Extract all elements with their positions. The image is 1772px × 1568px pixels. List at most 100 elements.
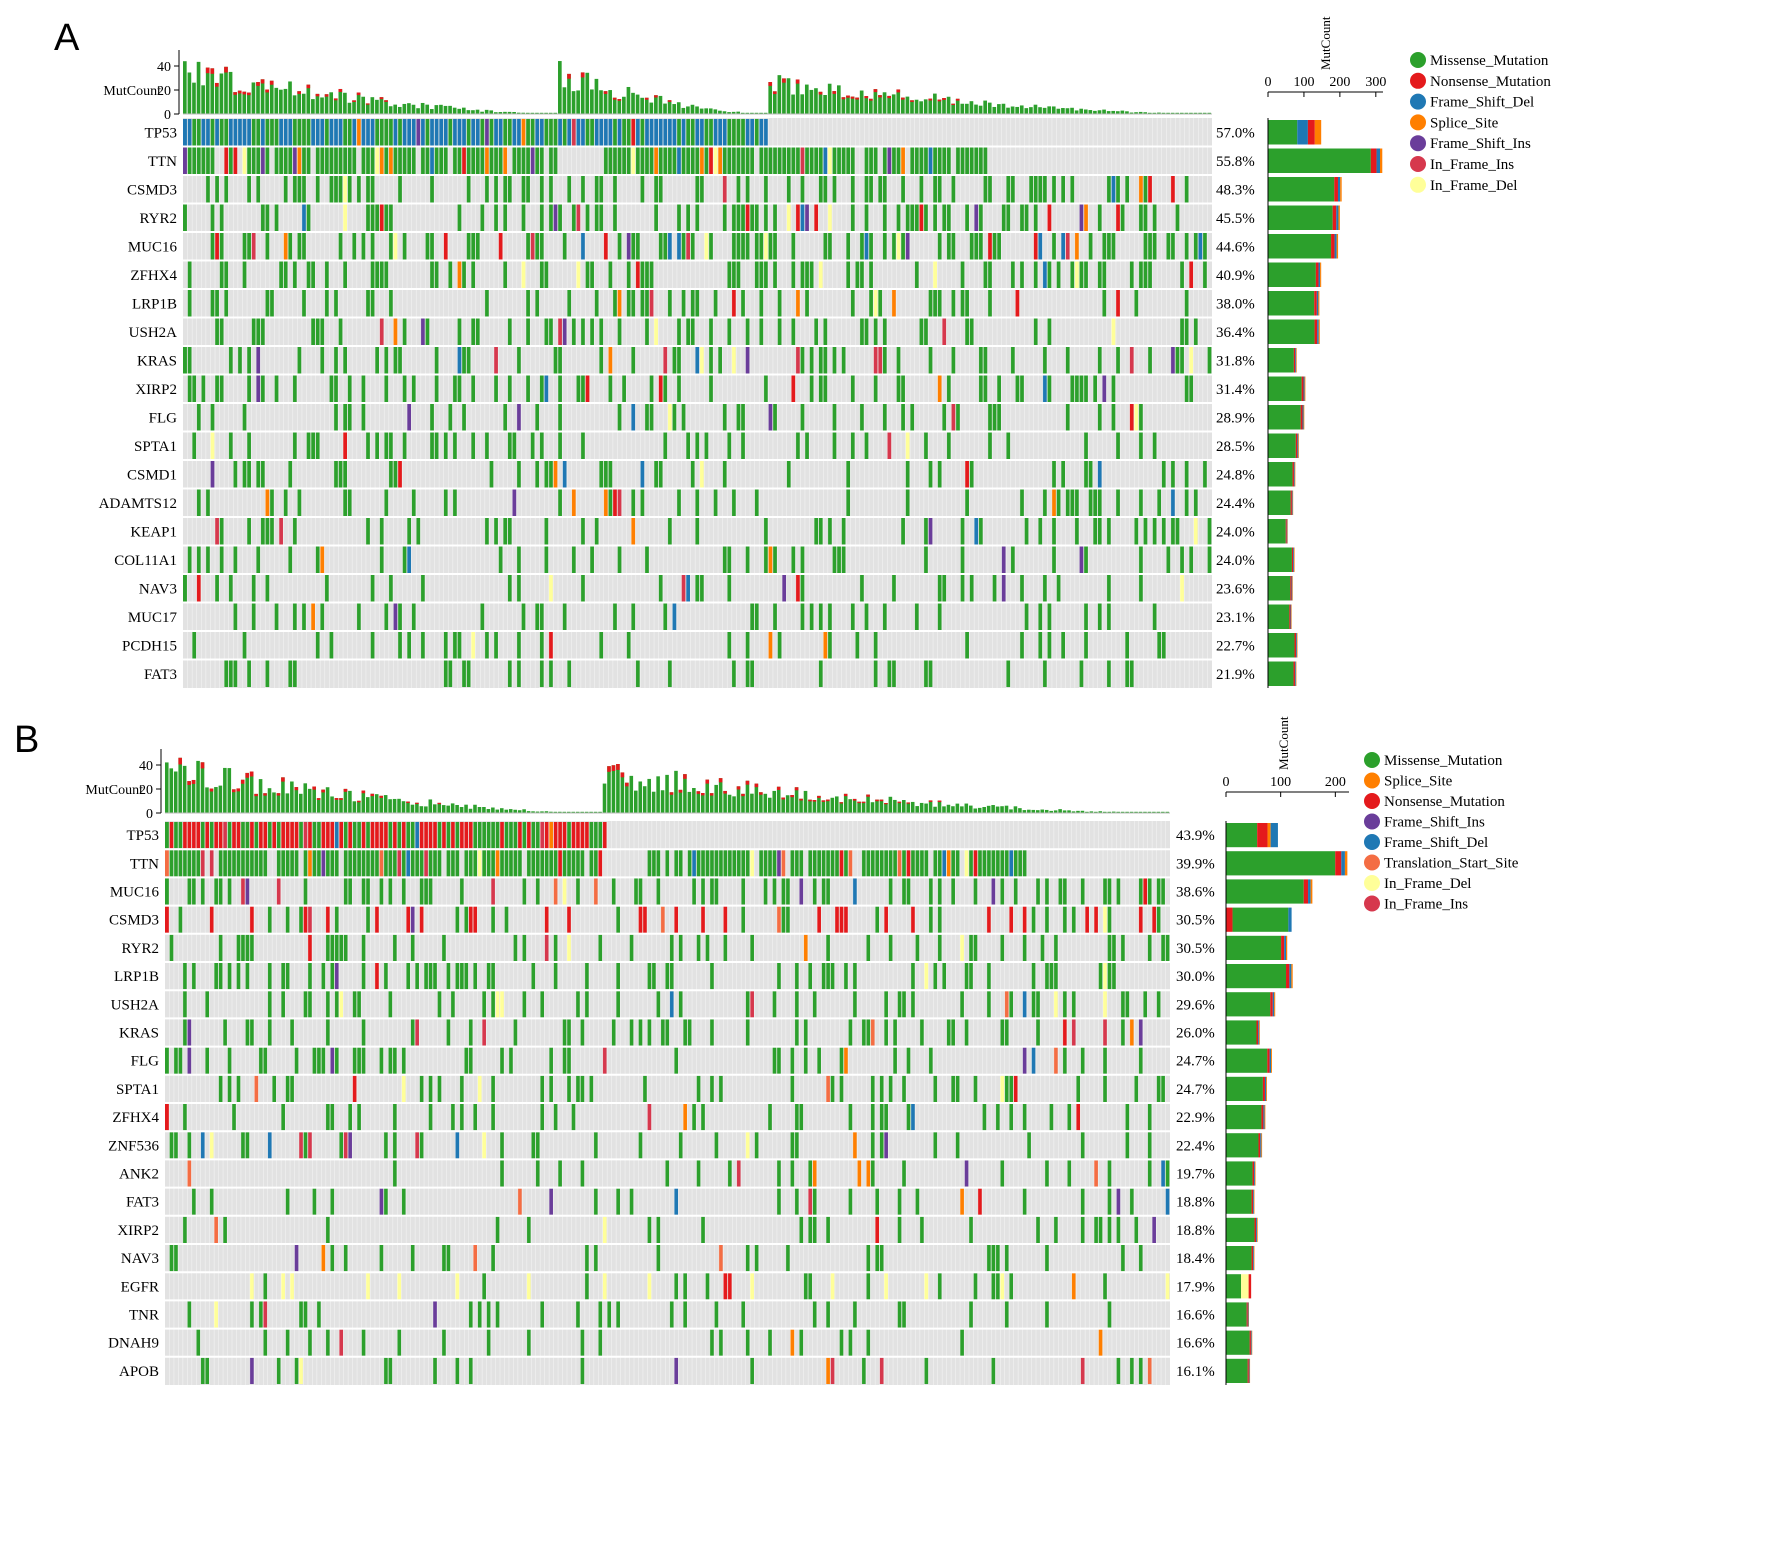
mutation-cell	[1022, 906, 1027, 933]
mutation-cell	[265, 233, 270, 260]
mutation-cell	[297, 176, 302, 203]
mutation-cell	[897, 1216, 902, 1243]
mutation-cell	[196, 850, 201, 877]
mutation-cell	[471, 147, 476, 174]
top-bar	[388, 799, 392, 813]
mutation-cell	[233, 546, 238, 573]
mutation-cell	[983, 375, 988, 402]
mutation-cell	[995, 1245, 1000, 1272]
top-bar	[974, 104, 978, 114]
top-bar	[1125, 811, 1129, 813]
top-bar	[512, 111, 516, 114]
mutation-cell	[791, 261, 796, 288]
mutation-cell	[361, 404, 366, 431]
mutation-cell	[397, 1273, 402, 1300]
mutation-cell	[701, 1104, 705, 1131]
mutation-cell	[420, 119, 425, 146]
mutation-cell	[736, 850, 741, 877]
top-bar	[567, 73, 571, 114]
top-bar	[1049, 810, 1053, 813]
side-bar-spta1	[1226, 1076, 1263, 1101]
mutation-cell	[182, 1216, 187, 1243]
top-bar	[1165, 811, 1170, 813]
top-mutcount-bars	[165, 757, 1170, 813]
mutation-cell	[777, 147, 782, 174]
top-bar	[594, 78, 599, 114]
side-bar-pcdh15	[1296, 633, 1298, 658]
top-bar	[352, 801, 357, 813]
legend-swatch	[1410, 156, 1426, 172]
mutation-cell	[437, 850, 442, 877]
mutation-cell	[269, 518, 274, 545]
mutation-cell	[429, 233, 434, 260]
mutation-cell	[521, 176, 526, 203]
mutation-cell	[303, 906, 308, 933]
mutation-cell	[406, 906, 411, 933]
mutation-cell	[884, 850, 888, 877]
mutation-cell	[919, 850, 924, 877]
mutation-cell	[375, 119, 380, 146]
mutation-cell	[276, 1357, 281, 1384]
top-bar-segment	[846, 95, 850, 98]
mutation-cell	[1138, 575, 1143, 602]
mutation-cell	[848, 1188, 853, 1215]
mutation-cell	[919, 1019, 924, 1046]
mutation-cell	[210, 404, 215, 431]
side-bar-zfhx4	[1268, 262, 1316, 287]
mutation-cell	[416, 518, 421, 545]
mutation-cell	[544, 934, 549, 961]
mutation-cell	[333, 147, 338, 174]
side-bar-flg	[1303, 405, 1305, 430]
mutation-cell	[1116, 878, 1121, 905]
top-bar-segment	[334, 798, 339, 800]
mutation-cell	[928, 347, 933, 374]
side-bar-ank2	[1254, 1161, 1256, 1186]
mutation-cell	[196, 404, 201, 431]
mutation-cell	[870, 1132, 875, 1159]
mutation-cell	[1129, 660, 1134, 687]
mutation-cell	[864, 176, 869, 203]
top-mutcount-bars	[183, 61, 1212, 114]
mutation-cell	[1080, 1047, 1085, 1074]
mutation-cell	[233, 461, 238, 488]
mutation-cell	[459, 822, 464, 849]
mutation-cell	[461, 147, 466, 174]
top-bar	[498, 112, 503, 114]
top-bar-segment	[821, 800, 826, 802]
top-bar	[1207, 112, 1212, 114]
mutation-cell	[852, 1301, 857, 1328]
mutation-cell	[443, 432, 448, 459]
gene-label-nav3: NAV3	[121, 1251, 159, 1267]
mutation-cell	[914, 261, 919, 288]
mutation-cell	[750, 1357, 754, 1384]
top-bar	[325, 787, 330, 813]
mutation-cell	[960, 575, 965, 602]
mutation-cell	[374, 906, 379, 933]
mutation-cell	[818, 660, 823, 687]
top-bar	[1089, 811, 1094, 813]
mutation-cell	[714, 878, 719, 905]
top-bar-segment	[256, 82, 260, 86]
mutation-cell	[640, 290, 645, 317]
mutation-cell	[654, 176, 658, 203]
mutation-cell	[325, 1104, 330, 1131]
side-bar-lrp1b	[1318, 291, 1320, 316]
mutation-cell	[681, 233, 686, 260]
top-bar	[468, 808, 473, 813]
top-bar	[1029, 107, 1033, 114]
mutation-cell	[292, 375, 297, 402]
mutation-cell	[249, 906, 254, 933]
mutation-cell	[672, 119, 677, 146]
mutation-cell	[740, 204, 745, 231]
mutation-cell	[365, 204, 370, 231]
gene-label-zfhx4: ZFHX4	[112, 1110, 159, 1126]
top-bar	[795, 79, 800, 114]
mutation-cell	[937, 603, 942, 630]
mutation-cell	[658, 233, 663, 260]
mutation-cell	[879, 1245, 884, 1272]
mutation-cell	[759, 850, 763, 877]
top-bar	[251, 82, 256, 114]
mutation-cell	[329, 375, 334, 402]
mutation-cell	[736, 404, 741, 431]
mutation-cell	[1179, 318, 1184, 345]
